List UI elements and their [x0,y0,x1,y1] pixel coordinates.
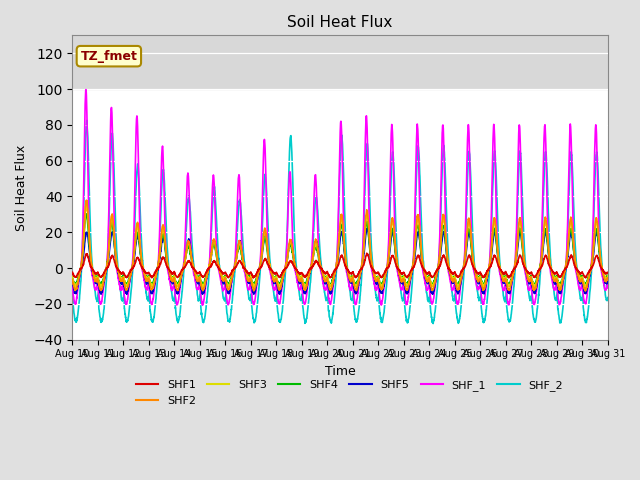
SHF3 [419,262,427,267]
Line: SHF5: SHF5 [72,228,608,294]
SHF3 [68,274,76,279]
SHF4 [291,260,298,266]
SHF_1 [68,284,76,289]
Line: SHF_1: SHF_1 [72,90,608,305]
SHF4 [604,275,612,280]
SHF2 [290,257,298,263]
SHF1 [290,264,298,269]
SHF3 [173,283,181,288]
Line: SHF3: SHF3 [72,205,608,287]
SHF4 [68,276,76,281]
SHF1 [221,269,229,275]
X-axis label: Time: Time [324,365,355,378]
SHF_2 [429,321,437,326]
SHF5 [147,290,155,296]
SHF_1 [222,288,230,294]
SHF3 [83,202,90,208]
SHF_2 [290,219,298,225]
Line: SHF4: SHF4 [72,214,608,285]
Bar [72,36,608,89]
Text: TZ_fmet: TZ_fmet [81,50,138,63]
SHF1 [173,273,180,279]
SHF5 [532,289,540,295]
SHF1 [250,275,257,281]
SHF3 [72,284,79,290]
SHF5 [173,289,180,295]
SHF_2 [147,314,155,320]
SHF_1 [82,87,90,93]
SHF3 [222,277,230,283]
Y-axis label: Soil Heat Flux: Soil Heat Flux [15,144,28,231]
SHF1 [532,274,540,279]
SHF4 [83,211,90,217]
Line: SHF_2: SHF_2 [72,120,608,324]
Title: Soil Heat Flux: Soil Heat Flux [287,15,393,30]
SHF_1 [604,285,612,291]
SHF3 [532,282,540,288]
SHF_2 [604,295,612,300]
SHF2 [604,277,612,283]
SHF2 [68,276,76,282]
SHF4 [222,276,230,281]
Line: SHF2: SHF2 [72,200,608,291]
SHF1 [68,269,76,275]
Line: SHF1: SHF1 [72,253,608,278]
SHF4 [147,281,155,287]
SHF_1 [199,302,207,308]
SHF1 [363,250,371,256]
SHF2 [173,286,180,291]
SHF4 [225,282,232,288]
SHF5 [123,291,131,297]
SHF4 [173,282,180,288]
SHF_2 [68,294,76,300]
SHF_1 [147,300,155,306]
Legend: SHF1, SHF2, SHF3, SHF4, SHF5, SHF_1, SHF_2: SHF1, SHF2, SHF3, SHF4, SHF5, SHF_1, SHF… [131,376,568,410]
SHF_2 [532,319,540,325]
SHF5 [68,278,76,284]
SHF2 [83,197,90,203]
SHF_2 [419,252,427,258]
SHF4 [532,280,540,286]
SHF2 [531,285,539,291]
SHF_2 [173,317,180,323]
SHF1 [147,273,155,279]
SHF5 [222,280,230,286]
SHF2 [147,286,155,291]
SHF5 [604,278,612,284]
SHF1 [419,265,427,271]
SHF4 [419,263,427,268]
SHF_1 [532,296,540,302]
SHF2 [582,288,589,294]
SHF3 [604,273,612,279]
SHF5 [290,256,298,262]
SHF2 [222,278,230,284]
SHF_2 [83,118,91,123]
SHF_1 [173,300,180,306]
SHF2 [419,262,427,268]
SHF_1 [419,269,427,275]
SHF3 [291,257,298,263]
SHF1 [604,270,612,276]
SHF3 [148,282,156,288]
SHF5 [419,263,427,268]
SHF5 [364,225,371,231]
SHF_2 [222,293,230,299]
SHF_1 [291,261,298,266]
